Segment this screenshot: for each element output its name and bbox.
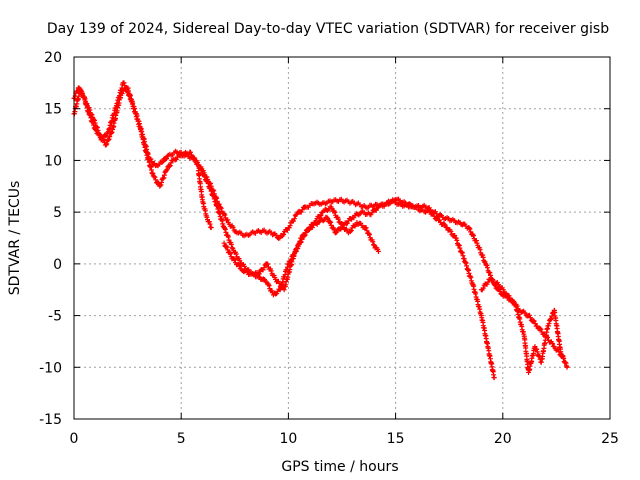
data-point bbox=[221, 240, 227, 246]
series-tail bbox=[478, 276, 570, 375]
data-points bbox=[71, 80, 570, 381]
y-axis-label: SDTVAR / TECUs bbox=[7, 181, 23, 296]
x-tick-label: 10 bbox=[279, 431, 297, 447]
x-tick-label: 20 bbox=[494, 431, 512, 447]
x-tick-label: 5 bbox=[177, 431, 186, 447]
series-trace bbox=[222, 204, 381, 297]
chart-title: Day 139 of 2024, Sidereal Day-to-day VTE… bbox=[47, 21, 609, 37]
y-tick-label: 10 bbox=[44, 153, 62, 169]
series-branch bbox=[71, 85, 497, 381]
series-trace bbox=[72, 80, 565, 359]
y-axis-ticks: -15 -10 -5 0 5 10 15 20 bbox=[39, 50, 610, 428]
x-tick-label: 15 bbox=[387, 431, 405, 447]
x-axis-label: GPS time / hours bbox=[281, 459, 398, 475]
series-trace bbox=[196, 171, 214, 230]
series-drop bbox=[195, 168, 214, 231]
x-tick-label: 25 bbox=[601, 431, 619, 447]
y-tick-label: 15 bbox=[44, 102, 62, 118]
y-tick-label: -10 bbox=[39, 360, 62, 376]
data-point bbox=[303, 230, 309, 236]
y-tick-label: 5 bbox=[53, 205, 62, 221]
y-tick-label: 0 bbox=[53, 257, 62, 273]
data-point bbox=[333, 230, 339, 236]
y-tick-label: 20 bbox=[44, 50, 62, 66]
x-axis-ticks: 0 5 10 15 20 25 bbox=[70, 57, 619, 447]
y-tick-label: -5 bbox=[48, 309, 62, 325]
series-lower bbox=[221, 204, 381, 298]
plot-frame bbox=[73, 56, 611, 420]
y-tick-label: -15 bbox=[39, 412, 62, 428]
series-trace bbox=[479, 276, 569, 373]
x-tick-label: 0 bbox=[70, 431, 79, 447]
gridlines bbox=[74, 57, 610, 419]
